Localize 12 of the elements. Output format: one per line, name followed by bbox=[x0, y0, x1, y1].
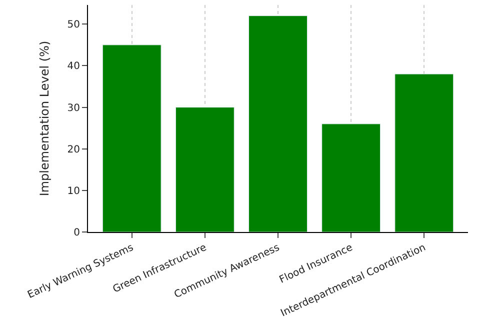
bar bbox=[322, 124, 381, 232]
y-tick-label: 50 bbox=[67, 20, 80, 31]
bar bbox=[175, 107, 234, 232]
y-tick-label: 20 bbox=[67, 144, 80, 156]
y-axis-title: Implementation Level (%) bbox=[38, 40, 52, 196]
y-tick-label: 0 bbox=[74, 228, 80, 238]
y-tick-label: 40 bbox=[67, 61, 80, 72]
bar bbox=[248, 16, 308, 232]
y-tick-label: 10 bbox=[67, 186, 80, 197]
y-tick-label: 30 bbox=[67, 102, 80, 114]
bar bbox=[394, 74, 454, 232]
bar bbox=[102, 44, 162, 232]
